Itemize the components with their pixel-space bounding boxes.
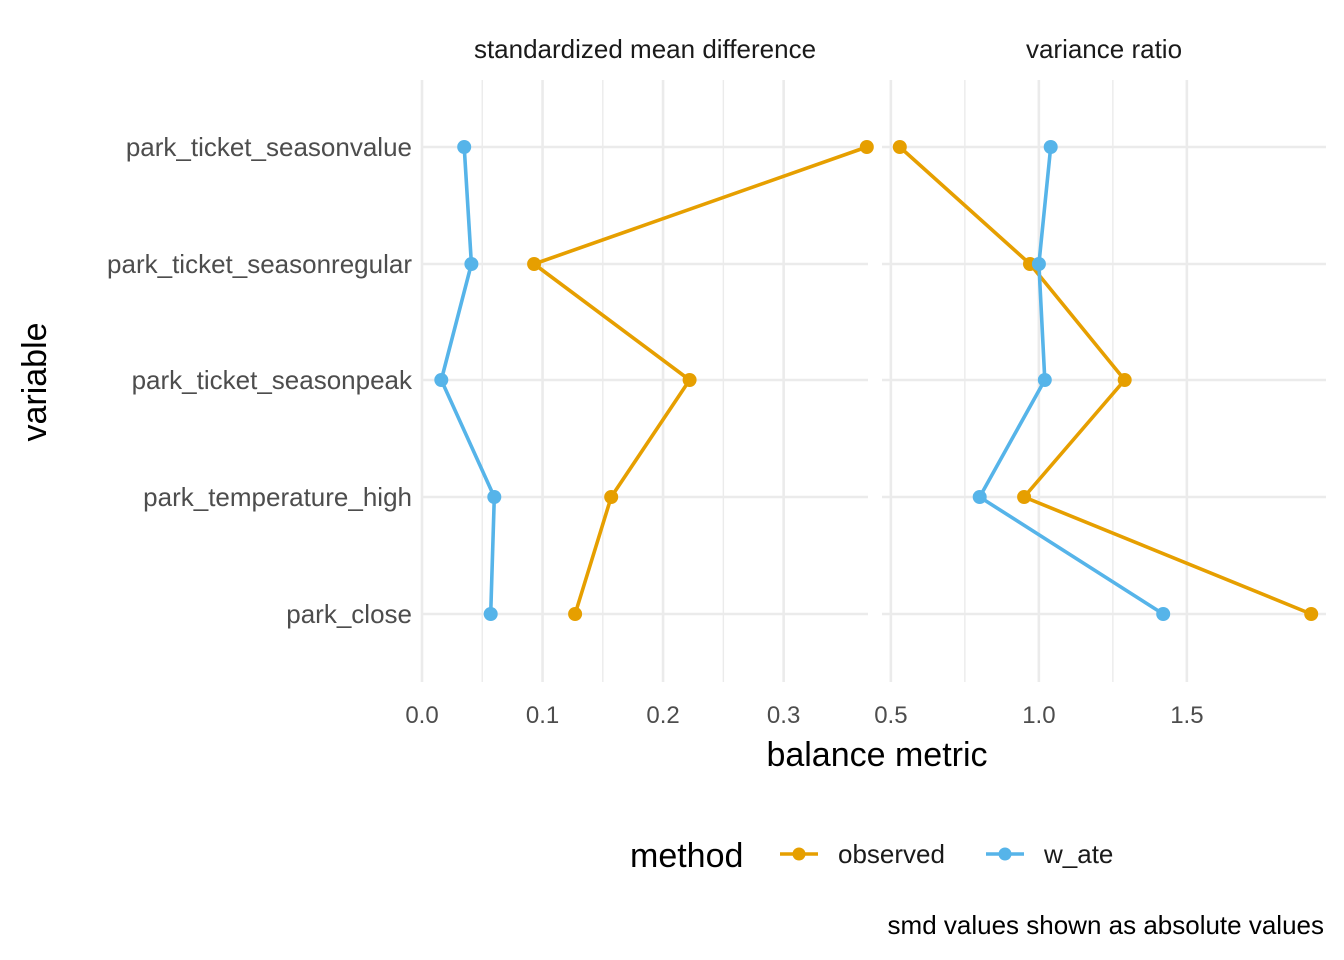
data-point-observed-park-ticket-seasonpeak (1117, 373, 1132, 387)
data-point-w-ate-park-ticket-seasonvalue (457, 140, 472, 154)
data-point-observed-park-ticket-seasonregular (527, 257, 542, 271)
x-tick-label: 1.0 (1022, 702, 1055, 729)
legend-key-point-w-ate (998, 847, 1012, 861)
data-point-w-ate-park-ticket-seasonregular (1031, 257, 1046, 271)
data-point-w-ate-park-ticket-seasonvalue (1043, 140, 1058, 154)
y-axis: park_ticket_seasonvalue park_ticket_seaso… (107, 132, 413, 629)
data-point-observed-park-ticket-seasonvalue (892, 140, 907, 154)
caption: smd values shown as absolute values (888, 910, 1324, 940)
legend-item-w-ate: w_ate (986, 839, 1113, 869)
y-tick-label-park-ticket-seasonpeak: park_ticket_seasonpeak (132, 365, 413, 395)
panels-layer: standardized mean difference 0.0 0.1 0.2 0.3… (405, 34, 1326, 729)
data-point-w-ate-park-ticket-seasonpeak (1037, 373, 1052, 387)
data-point-observed-park-temperature-high (1017, 490, 1032, 504)
panel-title: variance ratio (1026, 34, 1182, 64)
x-tick-label: 1.5 (1170, 702, 1203, 729)
data-point-w-ate-park-temperature-high (972, 490, 987, 504)
data-point-observed-park-close (568, 607, 583, 621)
panel-variance-ratio: variance ratio 0.5 1.0 1.5 (874, 34, 1326, 729)
legend-label-observed: observed (838, 839, 945, 869)
x-tick-label: 0.0 (405, 702, 438, 729)
y-tick-label-park-temperature-high: park_temperature_high (143, 482, 412, 512)
x-tick-label: 0.3 (767, 702, 800, 729)
legend-item-observed: observed (780, 839, 945, 869)
legend-label-w-ate: w_ate (1043, 839, 1113, 869)
data-point-observed-park-ticket-seasonpeak (682, 373, 697, 387)
x-tick-label: 0.1 (526, 702, 559, 729)
legend-title: method (630, 837, 743, 875)
legend-key-point-observed (792, 847, 806, 861)
data-point-observed-park-close (1304, 607, 1319, 621)
y-tick-label-park-ticket-seasonregular: park_ticket_seasonregular (107, 249, 412, 279)
data-point-w-ate-park-ticket-seasonpeak (434, 373, 449, 387)
data-point-observed-park-ticket-seasonvalue (859, 140, 874, 154)
panel-standardized-mean-difference: standardized mean difference 0.0 0.1 0.2 0.3 (405, 34, 874, 729)
x-axis-title: balance metric (766, 736, 987, 774)
data-point-w-ate-park-temperature-high (487, 490, 502, 504)
data-point-observed-park-temperature-high (604, 490, 619, 504)
data-point-w-ate-park-close (483, 607, 498, 621)
panel-title: standardized mean difference (474, 34, 816, 64)
y-axis-title: variable (16, 322, 54, 441)
y-tick-label-park-close: park_close (286, 599, 412, 629)
data-point-w-ate-park-ticket-seasonregular (464, 257, 479, 271)
data-point-w-ate-park-close (1156, 607, 1171, 621)
x-tick-label: 0.5 (874, 702, 907, 729)
y-tick-label-park-ticket-seasonvalue: park_ticket_seasonvalue (126, 132, 412, 162)
legend: method observed w_ate (630, 837, 1113, 875)
x-tick-label: 0.2 (646, 702, 679, 729)
